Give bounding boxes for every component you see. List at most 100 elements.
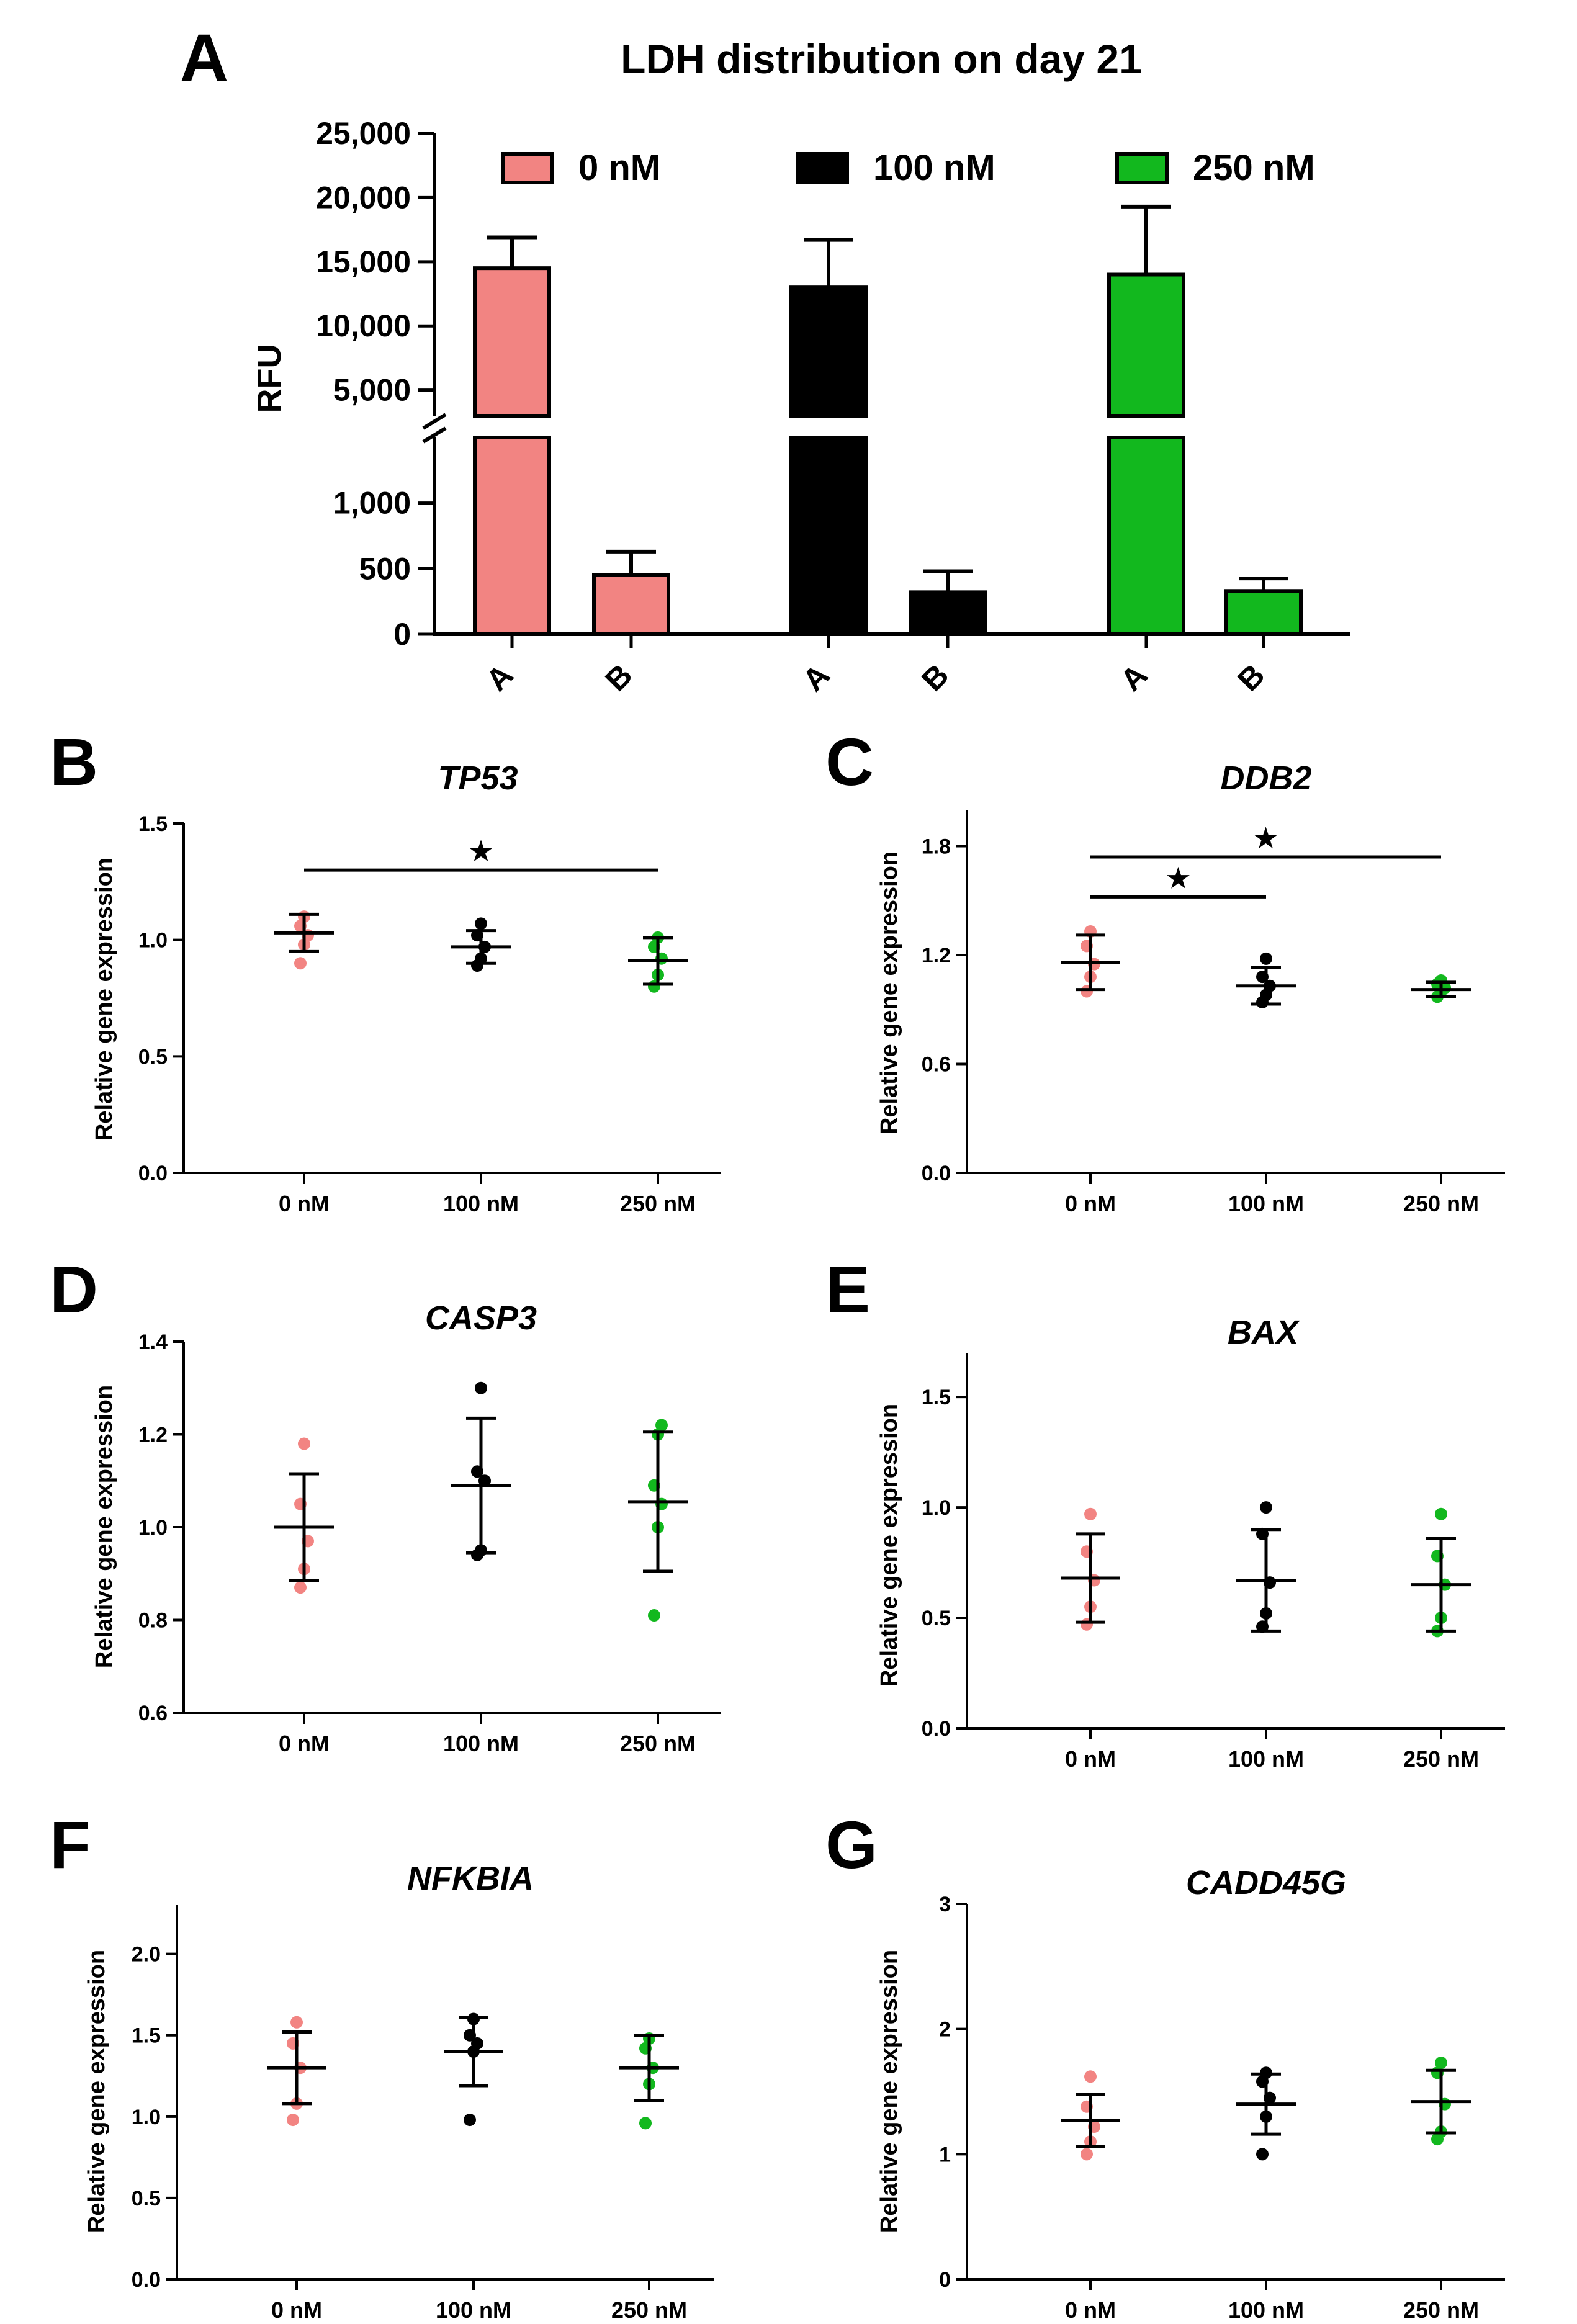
- f-y-tick-label: 1.0: [132, 2106, 161, 2129]
- c-y-axis-label: Relative gene expression: [876, 851, 902, 1134]
- panel-f-nfkbia: F NFKBIA 0.0 0.5 1.0 1.5 2.0 Relative gene exp…: [50, 1807, 714, 2323]
- a-y-tick-label: 20,000: [316, 180, 411, 215]
- panel-e-bax: E BAX 0.0 0.5 1.0 1.5 Relative gene expressio…: [825, 1252, 1505, 1772]
- a-bar: [592, 573, 670, 637]
- d-data-point: [655, 1419, 668, 1432]
- a-x-category-label: A: [796, 657, 836, 698]
- b-x-category-label: 250 nM: [620, 1191, 696, 1216]
- a-y-axis-label: RFU: [251, 344, 288, 413]
- a-bar-lower-part: [473, 436, 551, 636]
- a-x-category-label: A: [1113, 657, 1154, 698]
- g-x-category-label: 100 nM: [1228, 2297, 1304, 2323]
- d-x-category-label: 100 nM: [443, 1731, 519, 1756]
- panel-letter-a: A: [180, 20, 228, 95]
- panel-b-tp53: B TP53 0.0 0.5 1.0 1.5 Relative gene expressi…: [50, 724, 721, 1216]
- e-x-category-label: 250 nM: [1403, 1746, 1479, 1772]
- e-data-point: [1435, 1507, 1447, 1520]
- f-x-category-label: 100 nM: [436, 2297, 511, 2323]
- a-bar-lower-part: [1107, 436, 1185, 636]
- c-y-tick-label: 0.6: [922, 1053, 951, 1077]
- d-y-tick-label: 0.6: [138, 1702, 168, 1725]
- e-y-tick-label: 1.0: [922, 1496, 951, 1520]
- f-data-point: [464, 2114, 476, 2127]
- d-y-axis-label: Relative gene expression: [91, 1385, 117, 1668]
- a-x-category-label: B: [1231, 657, 1271, 698]
- panel-c-gene-title: DDB2: [1220, 760, 1311, 797]
- a-y-tick-label: 500: [359, 551, 411, 586]
- a-x-category-label: B: [598, 657, 639, 698]
- f-y-tick-label: 2.0: [132, 1943, 161, 1967]
- a-legend-label: 250 nM: [1193, 148, 1315, 188]
- c-x-category-label: 250 nM: [1403, 1191, 1479, 1216]
- a-legend-label: 100 nM: [873, 148, 995, 188]
- panel-a-ldh-bar-chart: A LDH distribution on day 21 25,000 20,00…: [180, 20, 1350, 698]
- panel-g-cadd45g: G CADD45G 0 1 2 3 Relative gene expression 0 n…: [825, 1807, 1505, 2323]
- panel-letter-g: G: [825, 1807, 878, 1882]
- b-y-tick-label: 1.0: [138, 929, 168, 953]
- a-y-tick-label: 15,000: [316, 245, 411, 279]
- b-y-tick-label: 1.5: [138, 812, 168, 836]
- c-significance-star: ★: [1252, 822, 1279, 855]
- panel-letter-b: B: [50, 724, 98, 799]
- f-y-tick-label: 0.0: [132, 2268, 161, 2292]
- b-y-axis-label: Relative gene expression: [91, 858, 117, 1141]
- a-legend-label: 0 nM: [578, 148, 660, 188]
- e-x-category-label: 0 nM: [1065, 1746, 1116, 1772]
- f-data-point: [639, 2117, 652, 2130]
- f-y-tick-label: 0.5: [132, 2187, 161, 2210]
- panel-letter-d: D: [50, 1252, 98, 1327]
- c-x-category-label: 100 nM: [1228, 1191, 1304, 1216]
- c-y-tick-label: 1.2: [922, 944, 951, 967]
- a-bar-upper-part: [473, 266, 551, 418]
- g-y-axis-label: Relative gene expression: [876, 1950, 902, 2233]
- g-y-tick-label: 3: [939, 1893, 951, 1916]
- b-y-tick-label: 0.5: [138, 1045, 168, 1069]
- a-legend-swatch: [501, 152, 554, 184]
- a-bar-upper-part: [1107, 272, 1185, 418]
- e-data-point: [1260, 1501, 1272, 1514]
- g-data-point: [1256, 2148, 1269, 2161]
- g-y-tick-label: 0: [939, 2268, 951, 2292]
- panel-a-title: LDH distribution on day 21: [621, 36, 1142, 82]
- d-data-point: [648, 1609, 660, 1622]
- e-y-tick-label: 1.5: [922, 1386, 951, 1409]
- d-x-category-label: 0 nM: [279, 1731, 330, 1756]
- a-y-tick-label: 1,000: [333, 486, 411, 521]
- g-data-point: [1084, 2070, 1097, 2083]
- panel-c-ddb2: C DDB2 0.0 0.6 1.2 1.8 Relative gene expressi…: [825, 724, 1505, 1216]
- d-y-tick-label: 1.2: [138, 1424, 168, 1447]
- d-data-point: [475, 1381, 487, 1394]
- panel-d-casp3: D CASP3 0.6 0.8 1.0 1.2 1.4 Relative gene expr…: [50, 1252, 721, 1756]
- a-axis-break-mark: [422, 426, 447, 444]
- a-legend-swatch: [1115, 152, 1169, 184]
- g-x-category-label: 0 nM: [1065, 2297, 1116, 2323]
- panel-f-gene-title: NFKBIA: [407, 1860, 534, 1897]
- e-y-axis-label: Relative gene expression: [876, 1404, 902, 1687]
- f-y-axis-label: Relative gene expression: [84, 1950, 110, 2233]
- f-y-tick-label: 1.5: [132, 2024, 161, 2048]
- c-x-category-label: 0 nM: [1065, 1191, 1116, 1216]
- panel-d-gene-title: CASP3: [425, 1299, 537, 1337]
- a-x-category-label: A: [479, 657, 519, 698]
- e-data-point: [1084, 1507, 1097, 1520]
- d-y-tick-label: 1.4: [138, 1330, 168, 1354]
- f-x-category-label: 250 nM: [611, 2297, 687, 2323]
- f-data-point: [287, 2114, 299, 2127]
- d-y-tick-label: 1.0: [138, 1516, 168, 1540]
- a-y-tick-label: 25,000: [316, 116, 411, 151]
- panel-e-gene-title: BAX: [1228, 1314, 1300, 1351]
- c-y-tick-label: 0.0: [922, 1162, 951, 1185]
- a-bar: [909, 590, 987, 637]
- b-y-tick-label: 0.0: [138, 1162, 168, 1185]
- panel-letter-e: E: [825, 1252, 870, 1327]
- c-significance-star: ★: [1165, 862, 1192, 895]
- e-y-tick-label: 0.5: [922, 1607, 951, 1630]
- d-data-point: [298, 1437, 310, 1450]
- g-x-category-label: 250 nM: [1403, 2297, 1479, 2323]
- b-data-point: [294, 957, 307, 970]
- a-bar: [1224, 589, 1303, 637]
- panel-g-gene-title: CADD45G: [1186, 1864, 1346, 1901]
- a-bar-upper-part: [789, 285, 868, 418]
- a-y-tick-label: 5,000: [333, 373, 411, 408]
- g-y-tick-label: 2: [939, 2018, 951, 2042]
